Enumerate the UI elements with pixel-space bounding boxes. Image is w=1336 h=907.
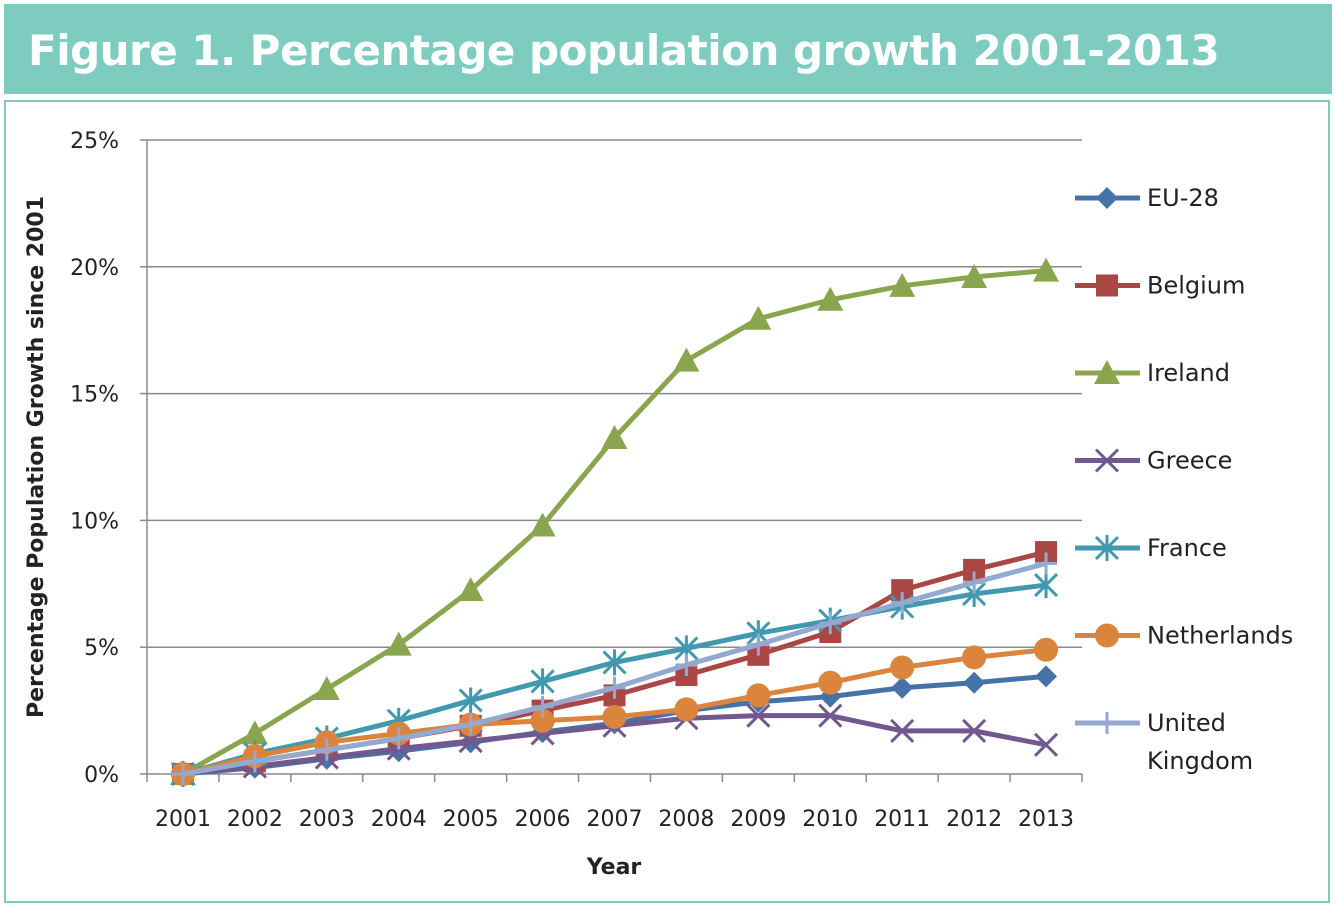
data-point-united-kingdom: [819, 612, 842, 635]
y-tick-label: 20%: [70, 256, 119, 281]
x-tick-label: 2003: [299, 807, 355, 832]
data-point-ireland: [601, 424, 628, 449]
data-point-united-kingdom: [171, 763, 194, 785]
legend-item-united-kingdom: United Kingdom United Kingdom: [0, 0, 1253, 775]
data-point-united-kingdom: [1035, 552, 1058, 575]
legend-marker: [1094, 535, 1120, 561]
data-point-netherlands: [674, 697, 699, 722]
data-point-greece: [818, 703, 843, 728]
legend-item-ireland: Ireland: [1075, 359, 1230, 387]
y-axis-label: Percentage Population Growth since 2001: [24, 196, 49, 718]
data-point-netherlands: [1034, 637, 1059, 662]
legend-item-france: France: [1075, 534, 1227, 562]
y-tick-label: 0%: [84, 763, 119, 788]
data-point-netherlands: [746, 683, 771, 708]
legend-marker: [1094, 448, 1120, 473]
legend-label: Greece: [1147, 447, 1232, 475]
data-point-united-kingdom: [675, 653, 698, 676]
data-point-united-kingdom: [531, 695, 554, 718]
data-point-eu-28: [1035, 665, 1058, 688]
x-tick-label: 2007: [587, 807, 643, 832]
data-point-ireland: [745, 305, 772, 330]
x-tick-label: 2005: [443, 807, 499, 832]
data-point-belgium: [963, 558, 986, 581]
data-point-greece: [746, 703, 771, 728]
legend-marker: [1094, 360, 1120, 384]
y-tick-label: 10%: [70, 509, 119, 534]
data-point-netherlands: [890, 655, 915, 680]
chart-frame: [4, 100, 1330, 903]
data-point-united-kingdom: [315, 738, 338, 761]
legend-label: France: [1147, 534, 1227, 562]
legend-marker: [1095, 623, 1119, 648]
data-point-ireland: [1033, 257, 1060, 282]
legend-marker: [1096, 712, 1118, 734]
legend-label: United: [1147, 709, 1226, 737]
x-tick-label: 2013: [1018, 807, 1074, 832]
x-tick-label: 2001: [155, 807, 211, 832]
data-point-france: [458, 687, 483, 714]
data-point-netherlands: [530, 708, 555, 733]
y-tick-label: 5%: [84, 636, 119, 661]
data-point-united-kingdom: [459, 713, 482, 736]
x-tick-label: 2006: [515, 807, 571, 832]
x-tick-label: 2009: [730, 807, 786, 832]
series-united-kingdom: [171, 552, 1058, 785]
legend-label: EU-28: [1147, 184, 1219, 212]
data-point-ireland: [961, 263, 988, 288]
data-point-ireland: [817, 286, 844, 311]
data-point-ireland: [385, 631, 412, 656]
data-point-united-kingdom: [243, 750, 266, 773]
legend-label: Ireland: [1147, 359, 1230, 387]
data-point-united-kingdom: [891, 591, 914, 614]
data-point-united-kingdom: [603, 676, 626, 699]
legend-marker: [1096, 187, 1118, 209]
legend-item-greece: Greece: [1075, 447, 1232, 475]
legend-label-full: United Kingdom: [0, 0, 8, 1]
data-point-france: [602, 649, 627, 676]
data-point-greece: [1033, 732, 1059, 757]
data-point-belgium: [891, 579, 914, 602]
x-tick-label: 2008: [658, 807, 714, 832]
x-axis-label: Year: [586, 855, 642, 880]
y-tick-label: 25%: [70, 129, 119, 154]
data-point-france: [530, 668, 555, 695]
data-point-united-kingdom: [747, 633, 770, 656]
legend-item-belgium: Belgium: [1075, 272, 1245, 300]
legend-label: Kingdom: [1147, 747, 1253, 775]
legend-marker: [1096, 274, 1118, 297]
data-point-ireland: [889, 272, 916, 297]
data-point-ireland: [457, 577, 484, 602]
x-tick-label: 2004: [371, 807, 427, 832]
data-point-france: [1033, 572, 1059, 599]
legend-label: Belgium: [1147, 272, 1245, 300]
legend-label: Netherlands: [1147, 622, 1293, 650]
data-point-ireland: [529, 512, 556, 537]
data-point-eu-28: [963, 671, 986, 694]
x-tick-label: 2002: [227, 807, 283, 832]
data-point-belgium: [1035, 541, 1058, 564]
data-point-netherlands: [962, 645, 987, 670]
x-tick-label: 2011: [874, 807, 930, 832]
y-tick-label: 15%: [70, 383, 119, 408]
data-point-netherlands: [602, 704, 627, 729]
data-point-eu-28: [891, 676, 914, 699]
x-tick-label: 2012: [946, 807, 1002, 832]
data-point-greece: [962, 718, 987, 743]
data-point-ireland: [241, 720, 268, 745]
figure-header: Figure 1. Percentage population growth 2…: [4, 4, 1332, 94]
legend-item-eu-28: EU-28: [1075, 184, 1219, 212]
data-point-netherlands: [818, 670, 843, 695]
data-point-greece: [890, 718, 915, 743]
legend-item-netherlands: Netherlands: [1075, 622, 1293, 650]
data-point-united-kingdom: [963, 571, 986, 594]
data-point-united-kingdom: [387, 727, 410, 750]
x-tick-label: 2010: [802, 807, 858, 832]
data-point-ireland: [673, 347, 700, 372]
figure-title: Figure 1. Percentage population growth 2…: [28, 26, 1220, 75]
data-point-ireland: [313, 676, 340, 701]
